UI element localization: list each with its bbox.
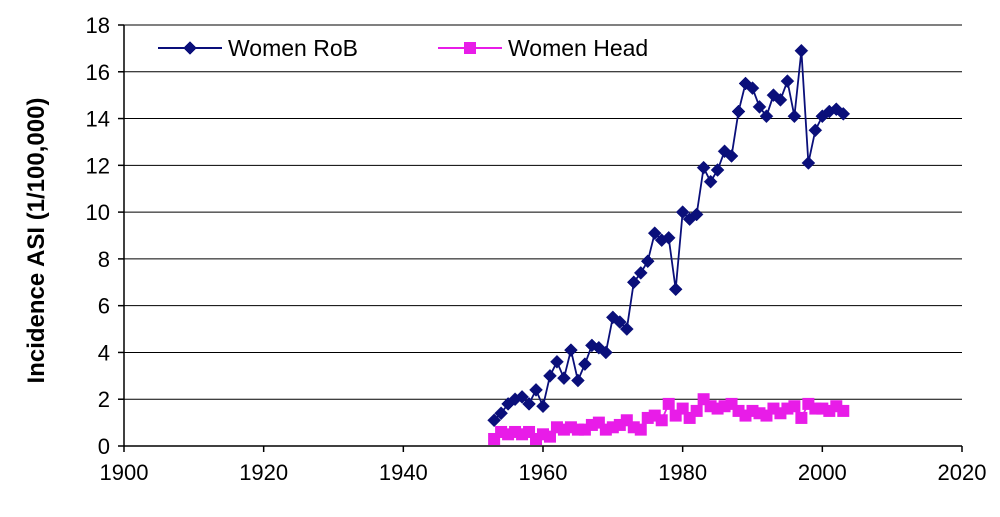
gridlines [124,24,962,400]
data-point [731,104,746,119]
series [487,43,851,445]
data-point [661,230,676,245]
data-point [676,402,689,415]
data-point [788,400,801,413]
y-tick-label: 0 [98,434,110,459]
legend-item: Women Head [438,35,648,61]
data-point [703,174,718,189]
data-point [640,254,655,269]
y-tick-label: 14 [86,107,110,132]
legend-label: Women Head [508,35,648,61]
series-women-head [488,393,850,445]
data-point [550,354,564,369]
y-axis-title: Incidence ASI (1/100,000) [23,98,50,384]
data-point [536,399,550,414]
data-point [647,226,662,241]
x-tick-label: 2000 [798,460,847,485]
x-tick-label: 1980 [658,460,707,485]
data-point [543,368,557,383]
data-point [655,414,668,427]
data-point [564,343,578,357]
data-point [529,383,543,397]
data-point [710,163,725,177]
data-point [795,411,808,424]
y-tick-label: 18 [86,13,110,38]
x-tick-label: 1940 [379,460,428,485]
data-point [690,404,703,417]
x-tick-label: 1960 [519,460,568,485]
data-point [557,371,571,386]
data-point [675,205,690,219]
data-point [494,406,508,421]
data-point [598,345,613,360]
data-point [543,430,556,443]
data-point [780,74,795,88]
data-point [515,390,529,404]
legend-marker [183,41,197,55]
y-tick-label: 4 [98,340,110,365]
data-point [612,315,627,329]
y-tick-label: 6 [98,294,110,319]
data-point [571,373,585,388]
data-point [487,413,501,428]
tick-labels: 0 2 4 6 8 10 12 14 16 18 1900 1920 1940 1960 1980 2000 2… [86,13,987,485]
data-point [752,100,767,114]
series-women-rob [487,43,851,428]
data-point [801,156,816,170]
y-tick-label: 10 [86,200,110,225]
data-point [745,81,760,96]
data-point [724,149,739,163]
legend-label: Women RoB [228,35,358,61]
legend: Women RoB Women Head [158,35,648,61]
data-point [836,107,851,121]
data-point [578,357,592,371]
y-tick-label: 2 [98,387,110,412]
data-point [837,404,850,417]
data-point [633,266,648,280]
data-point [773,92,788,107]
x-tick-label: 1900 [100,460,149,485]
legend-marker [464,42,476,54]
data-point [626,275,641,290]
data-point [662,397,675,410]
data-point [808,123,823,138]
data-point [668,282,683,297]
data-point [619,322,634,336]
x-tick-label: 1920 [239,460,288,485]
data-point [787,109,802,124]
data-point [759,109,774,124]
data-point [634,423,647,436]
axes [123,25,962,447]
y-tick-label: 12 [86,153,110,178]
y-tick-label: 8 [98,247,110,272]
data-point [509,425,522,438]
data-point [696,160,711,175]
y-tick-label: 16 [86,60,110,85]
data-point [794,43,809,58]
data-point [689,207,704,222]
x-tick-label: 2020 [938,460,987,485]
legend-item: Women RoB [158,35,358,61]
data-point [522,397,536,411]
